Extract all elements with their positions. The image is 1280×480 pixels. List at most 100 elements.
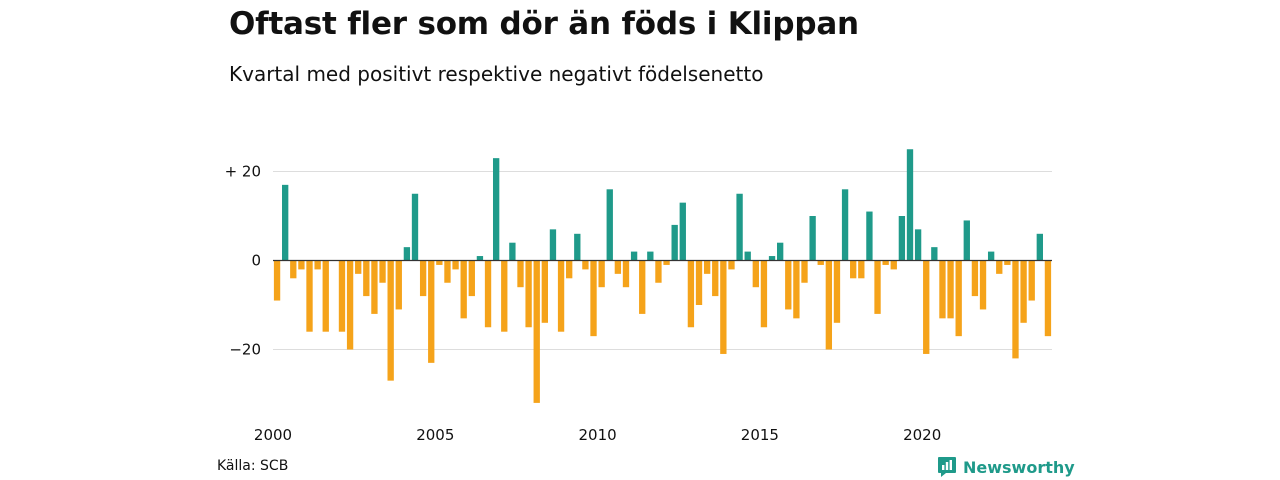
bar (955, 260, 962, 337)
bar (379, 260, 386, 283)
x-tick-label: 2010 (578, 426, 616, 444)
bar (679, 202, 686, 261)
chart-subtitle: Kvartal med positivt respektive negativt… (229, 62, 764, 86)
bar (825, 260, 833, 350)
bar (492, 158, 500, 261)
bar (501, 260, 508, 332)
bar (1036, 233, 1043, 261)
bar (785, 260, 792, 310)
x-tick-label: 2005 (416, 426, 454, 444)
newsworthy-logo-icon (938, 457, 956, 477)
bar (931, 247, 938, 261)
bar (403, 247, 411, 261)
bar (793, 260, 800, 319)
bar (914, 229, 922, 261)
bar (752, 260, 759, 288)
bar (963, 220, 970, 261)
bar (639, 260, 646, 314)
bar (655, 260, 662, 283)
bar (858, 260, 865, 279)
bar (833, 260, 841, 323)
bar (979, 260, 987, 310)
bar (598, 260, 605, 288)
bar (768, 256, 776, 261)
bar (1004, 260, 1011, 265)
bar (566, 260, 573, 279)
bar (971, 260, 979, 297)
bar (509, 242, 516, 261)
bar (663, 260, 670, 265)
bar (647, 251, 654, 261)
bar (428, 260, 435, 363)
bar (355, 260, 362, 274)
y-tick-label: 0 (251, 252, 261, 270)
bar (298, 260, 305, 270)
bar (890, 260, 897, 270)
bar (387, 260, 394, 381)
bar (695, 260, 703, 305)
bar (817, 260, 824, 265)
bar (484, 260, 492, 328)
bar (622, 260, 630, 288)
bar (874, 260, 881, 314)
x-axis-ticks: 2000 2005 2010 2015 2020 (254, 426, 941, 444)
bar (630, 251, 638, 261)
bar (346, 260, 354, 350)
bar (987, 251, 995, 261)
bar (671, 224, 678, 261)
bar (541, 260, 548, 323)
bar (801, 260, 808, 283)
brand-name: Newsworthy (963, 457, 1075, 477)
bar (460, 260, 467, 319)
bar (996, 260, 1003, 274)
bar (574, 233, 581, 261)
y-tick-label: + 20 (225, 163, 261, 181)
bar (557, 260, 565, 332)
bar (444, 260, 451, 283)
bar (712, 260, 719, 297)
bar (452, 260, 459, 270)
bar (687, 260, 695, 328)
x-tick-label: 2015 (741, 426, 779, 444)
bar (1012, 260, 1019, 359)
bar (290, 260, 297, 279)
bar-chart: + 20 0 −20 2000 2005 2010 2015 2020 (225, 149, 1052, 444)
bar (533, 260, 540, 403)
bar (419, 260, 427, 297)
bar (760, 260, 768, 328)
bar (363, 260, 370, 297)
bar (322, 260, 329, 332)
bar (850, 260, 857, 279)
x-tick-label: 2000 (254, 426, 292, 444)
bar (947, 260, 954, 319)
y-tick-label: −20 (229, 341, 261, 359)
bar (395, 260, 402, 310)
bar (273, 260, 281, 301)
bar (468, 260, 475, 297)
bar (314, 260, 321, 270)
bar (476, 256, 484, 261)
bar (525, 260, 532, 328)
bar (436, 260, 443, 265)
bar (517, 260, 524, 288)
x-tick-label: 2020 (903, 426, 941, 444)
bar (898, 216, 906, 261)
bar (906, 149, 914, 261)
grid-lines (273, 171, 1052, 350)
bar (720, 260, 727, 354)
bar (866, 211, 873, 261)
bar (411, 193, 419, 261)
bar (1020, 260, 1027, 323)
bar (306, 260, 313, 332)
bar (590, 260, 597, 337)
source-note: Källa: SCB (217, 458, 289, 474)
y-axis-ticks: + 20 0 −20 (225, 163, 261, 359)
bar (703, 260, 711, 274)
chart-title: Oftast fler som dör än föds i Klippan (229, 6, 859, 42)
bar (841, 189, 849, 261)
bar (549, 229, 557, 261)
brand-logo: Newsworthy (937, 455, 1075, 479)
bar (1044, 260, 1052, 337)
bar (282, 184, 289, 261)
bar (809, 216, 816, 261)
